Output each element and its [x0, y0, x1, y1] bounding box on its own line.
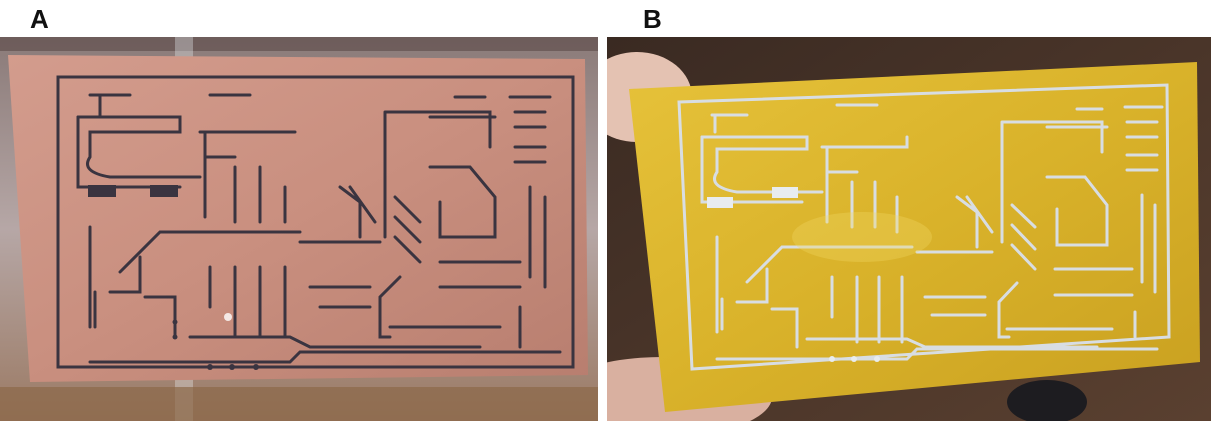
copper-board: [8, 55, 588, 382]
photo-tinned-pcb: [607, 37, 1211, 421]
pcb-traces: [677, 83, 1171, 371]
photo-copper-pcb: [0, 37, 598, 421]
pcb-traces: [56, 75, 575, 369]
panel-label-a: A: [30, 4, 49, 34]
solder-pads: [88, 185, 259, 370]
solder-pads: [707, 187, 880, 362]
photo-tinned-pcb-image: [607, 37, 1211, 421]
photo-copper-pcb-image: [0, 37, 598, 421]
panel-label-b: B: [643, 4, 662, 34]
